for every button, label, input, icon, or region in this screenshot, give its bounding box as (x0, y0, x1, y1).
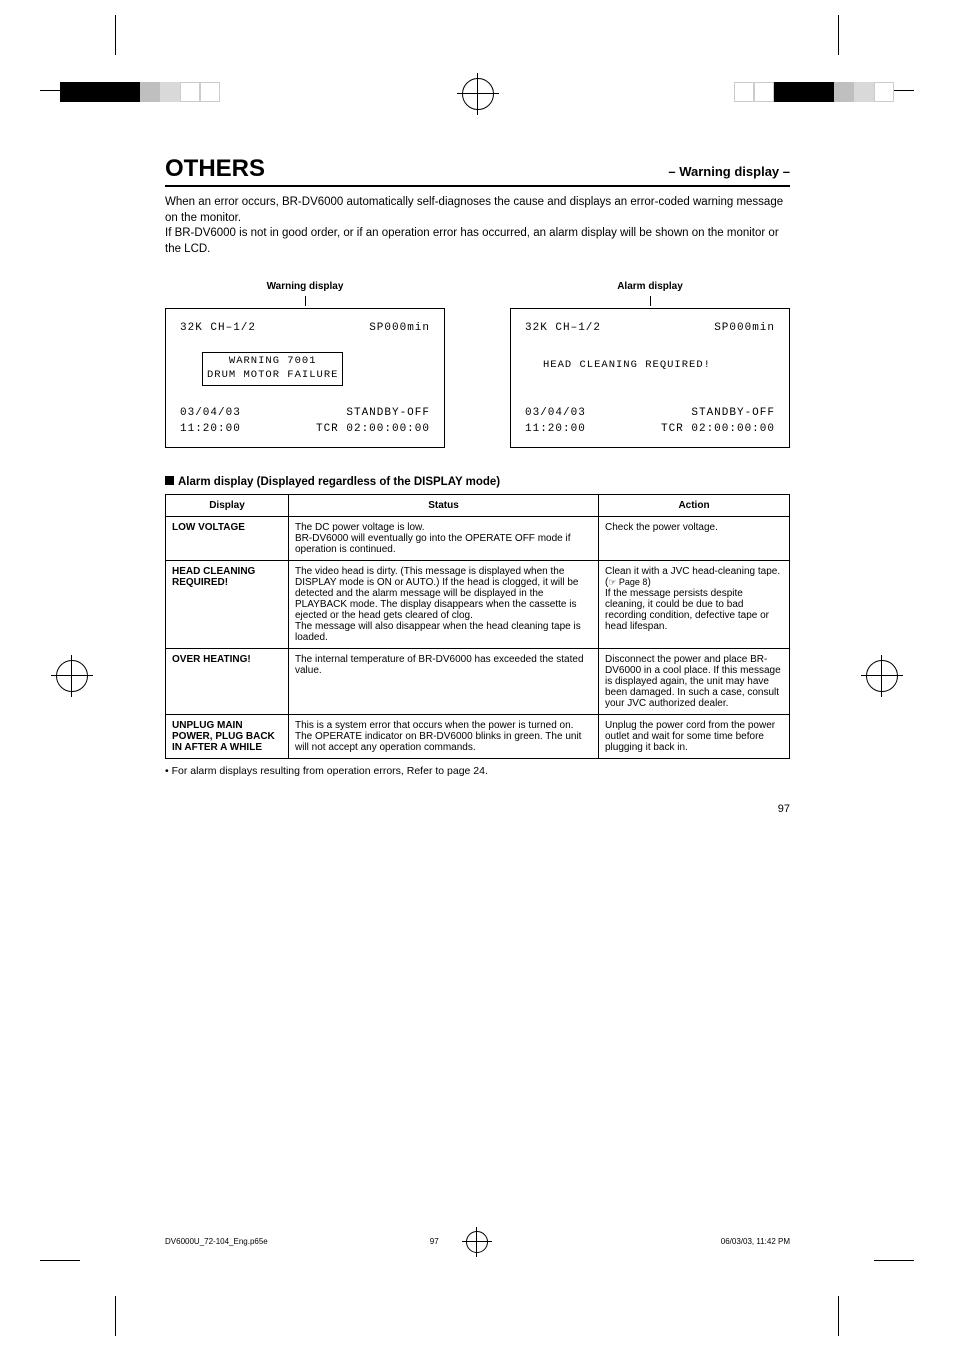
row2-status: The internal temperature of BR-DV6000 ha… (289, 649, 599, 715)
register-mark-footer (466, 1231, 488, 1253)
warn-top-right: SP000min (369, 321, 430, 336)
footer-datetime: 06/03/03, 11:42 PM (721, 1237, 790, 1246)
alarm-top-right: SP000min (714, 321, 775, 336)
row1-action: Clean it with a JVC head-cleaning tape. … (599, 561, 790, 649)
alarm-time: 11:20:00 (525, 422, 586, 437)
intro-p1: When an error occurs, BR-DV6000 automati… (165, 195, 790, 226)
row3-action: Unplug the power cord from the power out… (599, 715, 790, 759)
table-row: LOW VOLTAGE The DC power voltage is low.… (166, 517, 790, 561)
intro-p2: If BR-DV6000 is not in good order, or if… (165, 226, 790, 257)
row0-display: LOW VOLTAGE (166, 517, 289, 561)
warn-tcr: TCR 02:00:00:00 (316, 422, 430, 437)
section-heading: Alarm display (Displayed regardless of t… (165, 476, 790, 488)
square-bullet-icon (165, 476, 174, 485)
warn-time: 11:20:00 (180, 422, 241, 437)
warn-date: 03/04/03 (180, 406, 241, 421)
row3-display: UNPLUG MAIN POWER, PLUG BACK IN AFTER A … (166, 715, 289, 759)
row3-status: This is a system error that occurs when … (289, 715, 599, 759)
row1-display: HEAD CLEANING REQUIRED! (166, 561, 289, 649)
warn-msg-l1: WARNING 7001 (207, 355, 338, 369)
warning-message-box: WARNING 7001 DRUM MOTOR FAILURE (202, 352, 343, 385)
alarm-message: HEAD CLEANING REQUIRED! (543, 358, 775, 373)
page-subtitle: – Warning display – (668, 164, 790, 179)
color-bar-right (734, 82, 894, 102)
warn-top-left: 32K CH–1/2 (180, 321, 256, 336)
footer-pagenum: 97 (430, 1237, 439, 1246)
table-row: UNPLUG MAIN POWER, PLUG BACK IN AFTER A … (166, 715, 790, 759)
table-header-row: Display Status Action (166, 495, 790, 517)
table-row: HEAD CLEANING REQUIRED! The video head i… (166, 561, 790, 649)
th-display: Display (166, 495, 289, 517)
page-number: 97 (165, 803, 790, 815)
th-status: Status (289, 495, 599, 517)
row0-status: The DC power voltage is low. BR-DV6000 w… (289, 517, 599, 561)
register-mark-right (866, 660, 898, 692)
warn-standby: STANDBY-OFF (346, 406, 430, 421)
register-mark-left (56, 660, 88, 692)
color-bar-left (60, 82, 220, 102)
register-mark-top (462, 78, 494, 110)
alarm-table: Display Status Action LOW VOLTAGE The DC… (165, 494, 790, 759)
warning-display-panel: Warning display 32K CH–1/2 SP000min WARN… (165, 281, 445, 448)
row0-action: Check the power voltage. (599, 517, 790, 561)
row2-action: Disconnect the power and place BR-DV6000… (599, 649, 790, 715)
footnote: • For alarm displays resulting from oper… (165, 765, 790, 777)
th-action: Action (599, 495, 790, 517)
intro-text: When an error occurs, BR-DV6000 automati… (165, 195, 790, 257)
alarm-display-label: Alarm display (510, 281, 790, 292)
warning-display-label: Warning display (165, 281, 445, 292)
section-heading-text: Alarm display (Displayed regardless of t… (178, 476, 500, 488)
row2-display: OVER HEATING! (166, 649, 289, 715)
table-row: OVER HEATING! The internal temperature o… (166, 649, 790, 715)
page-title: OTHERS (165, 155, 265, 183)
alarm-tcr: TCR 02:00:00:00 (661, 422, 775, 437)
alarm-date: 03/04/03 (525, 406, 586, 421)
footer-filename: DV6000U_72-104_Eng.p65e (165, 1237, 268, 1246)
page-ref-icon: ☞ Page 8 (608, 577, 647, 587)
alarm-standby: STANDBY-OFF (691, 406, 775, 421)
alarm-display-panel: Alarm display 32K CH–1/2 SP000min HEAD C… (510, 281, 790, 448)
alarm-top-left: 32K CH–1/2 (525, 321, 601, 336)
row1-status: The video head is dirty. (This message i… (289, 561, 599, 649)
warn-msg-l2: DRUM MOTOR FAILURE (207, 369, 338, 383)
